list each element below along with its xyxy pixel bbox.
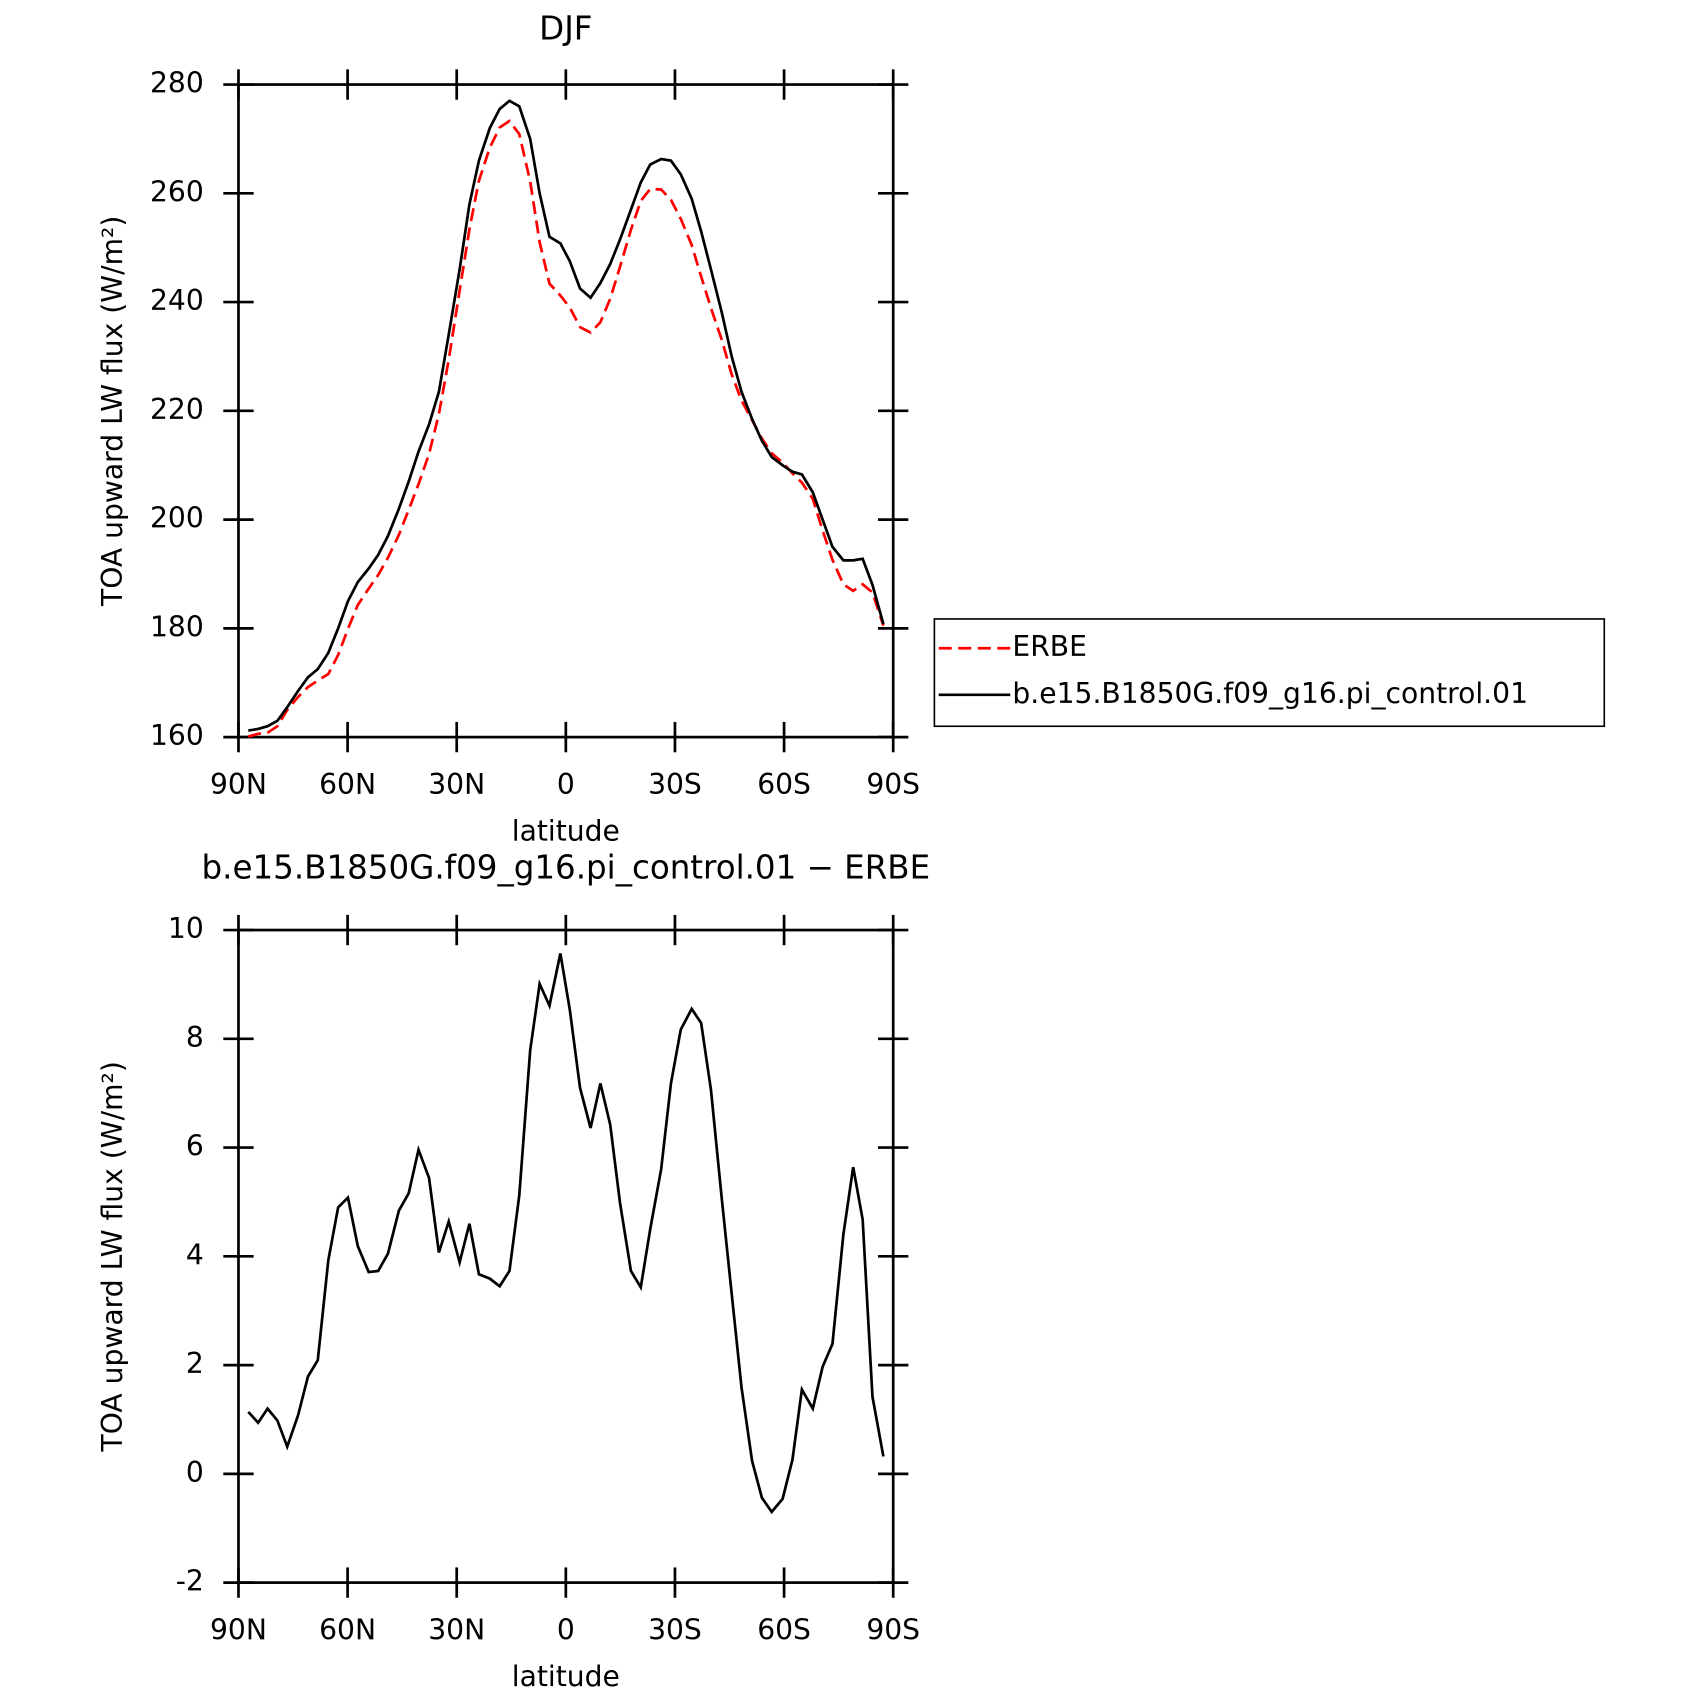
legend: ERBE b.e15.B1850G.f09_g16.pi_control.01 [933, 618, 1606, 728]
y-tick-label: 0 [186, 1456, 204, 1489]
x-tick-label: 60N [319, 1613, 376, 1646]
y-axis-label: TOA upward LW flux (W/m²) [96, 216, 129, 607]
x-tick-label: 0 [557, 768, 575, 801]
y-tick-label: 10 [168, 912, 204, 945]
chart-title: DJF [539, 9, 592, 47]
x-tick-label: 60S [757, 768, 811, 801]
y-axis-label: TOA upward LW flux (W/m²) [96, 1061, 129, 1452]
x-tick-label: 30N [428, 768, 485, 801]
y-tick-label: 280 [150, 67, 204, 100]
y-tick-label: 220 [150, 393, 204, 426]
data-line [247, 119, 885, 738]
x-axis-label: latitude [512, 814, 620, 847]
x-tick-label: 30N [428, 1613, 485, 1646]
x-tick-label: 90S [866, 768, 920, 801]
chart-panel: DJF latitude TOA upward LW flux (W/m²) 160 1… [96, 9, 1606, 847]
legend-box [933, 618, 1606, 728]
x-tick-label: 90N [210, 768, 267, 801]
y-tick-label: 2 [186, 1347, 204, 1380]
data-line [248, 99, 885, 732]
x-tick-label: 90N [210, 1613, 267, 1646]
y-tick-label: 4 [186, 1238, 204, 1271]
x-tick-label: 90S [866, 1613, 920, 1646]
x-tick-label: 30S [648, 1613, 702, 1646]
y-tick-label: -2 [176, 1565, 204, 1598]
y-tick-label: 160 [150, 719, 204, 752]
y-tick-label: 180 [150, 610, 204, 643]
data-line [247, 953, 885, 1515]
y-tick-label: 6 [186, 1130, 204, 1163]
y-tick-label: 240 [150, 284, 204, 317]
chart-panel: b.e15.B1850G.f09_g16.pi_control.01 − ERB… [96, 848, 930, 1691]
y-tick-label: 200 [150, 502, 204, 535]
x-axis-label: latitude [512, 1660, 620, 1691]
chart-title: b.e15.B1850G.f09_g16.pi_control.01 − ERB… [202, 848, 931, 886]
y-tick-label: 8 [186, 1021, 204, 1054]
legend-label: ERBE [1012, 630, 1087, 663]
plot-frame [237, 928, 895, 1584]
legend-label: b.e15.B1850G.f09_g16.pi_control.01 [1012, 677, 1528, 710]
plot-frame [237, 83, 895, 739]
x-tick-label: 0 [557, 1613, 575, 1646]
x-tick-label: 30S [648, 768, 702, 801]
y-tick-label: 260 [150, 175, 204, 208]
x-tick-label: 60N [319, 768, 376, 801]
x-tick-label: 60S [757, 1613, 811, 1646]
